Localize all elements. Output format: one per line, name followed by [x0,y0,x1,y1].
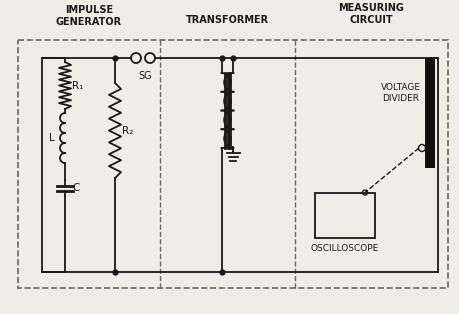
Bar [18,40,447,288]
Text: R₂: R₂ [122,126,133,136]
Text: R₁: R₁ [72,80,83,90]
Text: VOLTAGE
DIVIDER: VOLTAGE DIVIDER [380,83,420,103]
Text: L: L [49,133,55,143]
Bar [424,58,434,168]
Text: C: C [72,183,79,193]
Text: SG: SG [138,71,151,81]
Text: TRANSFORMER: TRANSFORMER [185,15,269,25]
Text: IMPULSE
GENERATOR: IMPULSE GENERATOR [56,5,122,27]
Text: OSCILLOSCOPE: OSCILLOSCOPE [310,243,378,252]
Text: MEASURING
CIRCUIT: MEASURING CIRCUIT [338,3,403,25]
Bar [314,192,374,237]
